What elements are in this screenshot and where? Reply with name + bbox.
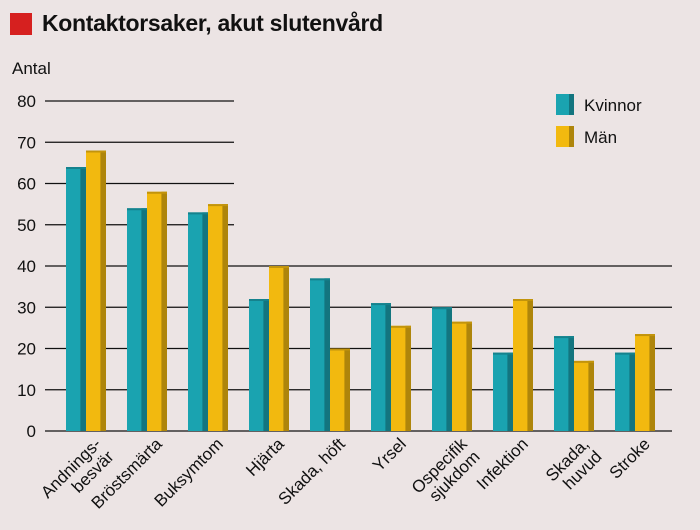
category-label: Skada, höft <box>275 434 349 508</box>
bar-kvinnor-7 <box>493 352 513 431</box>
chart-title: Kontaktorsaker, akut slutenvård <box>42 10 383 36</box>
bar-top <box>635 334 655 337</box>
y-axis-ticks: 0 10 20 30 40 50 60 70 80 <box>17 92 36 441</box>
bar-top <box>513 299 533 301</box>
bar-top <box>452 321 472 324</box>
legend-swatch-shade <box>569 126 574 147</box>
bar-shade <box>161 191 167 431</box>
bar-top <box>208 204 228 207</box>
bar-shade <box>466 321 472 431</box>
bar-kvinnor-5 <box>371 303 391 431</box>
y-tick-label: 80 <box>17 92 36 111</box>
y-tick-label: 50 <box>17 216 36 235</box>
bar-shade <box>385 303 391 431</box>
legend-item-män: Män <box>556 126 617 147</box>
y-axis-label: Antal <box>12 59 51 78</box>
category-label: Ospecifiksjukdom <box>408 434 484 510</box>
legend-swatch-shade <box>569 94 574 115</box>
bar-shade <box>202 212 208 431</box>
bar-shade <box>629 352 635 431</box>
bar-män-8 <box>574 360 594 431</box>
y-tick-label: 60 <box>17 175 36 194</box>
bar-top <box>86 150 106 153</box>
bar-top <box>330 348 350 351</box>
bar-top <box>432 307 452 310</box>
bar-top <box>574 360 594 363</box>
legend: Kvinnor Män <box>556 94 642 147</box>
bar-top <box>269 266 289 268</box>
bar-kvinnor-1 <box>127 208 147 431</box>
bar-shade <box>588 360 594 431</box>
bar-shade <box>263 299 269 431</box>
bar-shade <box>405 325 411 431</box>
bar-män-4 <box>330 348 350 431</box>
bar-top <box>554 336 574 339</box>
bar-män-9 <box>635 334 655 431</box>
y-tick-label: 70 <box>17 133 36 152</box>
bar-män-1 <box>147 191 167 431</box>
category-label: Infektion <box>473 434 532 493</box>
bar-top <box>127 208 147 211</box>
category-label: Yrsel <box>369 434 410 475</box>
y-tick-label: 0 <box>27 422 36 441</box>
y-tick-label: 20 <box>17 340 36 359</box>
bar-top <box>493 352 513 355</box>
legend-item-kvinnor: Kvinnor <box>556 94 642 115</box>
bar-män-6 <box>452 321 472 431</box>
bar-shade <box>568 336 574 431</box>
category-label: Skada,huvud <box>542 434 606 498</box>
bars <box>66 150 655 431</box>
y-tick-label: 40 <box>17 257 36 276</box>
bar-män-7 <box>513 299 533 431</box>
bar-top <box>188 212 208 215</box>
title-marker <box>10 12 32 35</box>
bar-män-0 <box>86 150 106 431</box>
category-label: Stroke <box>606 434 654 482</box>
bar-kvinnor-8 <box>554 336 574 431</box>
bar-top <box>249 299 269 301</box>
chart-title-block: Kontaktorsaker, akut slutenvård <box>10 10 383 37</box>
bar-kvinnor-4 <box>310 278 330 431</box>
bar-shade <box>649 334 655 431</box>
y-tick-label: 30 <box>17 298 36 317</box>
bar-shade <box>283 266 289 431</box>
bar-kvinnor-6 <box>432 307 452 431</box>
bar-top <box>147 191 167 194</box>
bar-shade <box>507 352 513 431</box>
legend-label: Kvinnor <box>584 96 642 115</box>
bar-shade <box>100 150 106 431</box>
bar-top <box>66 167 86 169</box>
bar-shade <box>324 278 330 431</box>
bar-shade <box>344 348 350 431</box>
bar-män-5 <box>391 325 411 431</box>
bar-top <box>615 352 635 355</box>
bar-top <box>391 325 411 328</box>
bar-män-2 <box>208 204 228 431</box>
bar-kvinnor-2 <box>188 212 208 431</box>
bar-kvinnor-3 <box>249 299 269 431</box>
bar-män-3 <box>269 266 289 431</box>
bar-kvinnor-9 <box>615 352 635 431</box>
y-tick-label: 10 <box>17 381 36 400</box>
bar-kvinnor-0 <box>66 167 86 431</box>
bar-shade <box>80 167 86 431</box>
legend-label: Män <box>584 128 617 147</box>
bar-shade <box>446 307 452 431</box>
bar-top <box>371 303 391 306</box>
bar-shade <box>527 299 533 431</box>
bar-top <box>310 278 330 281</box>
category-label: Hjärta <box>242 434 288 480</box>
bar-shade <box>222 204 228 431</box>
bar-shade <box>141 208 147 431</box>
